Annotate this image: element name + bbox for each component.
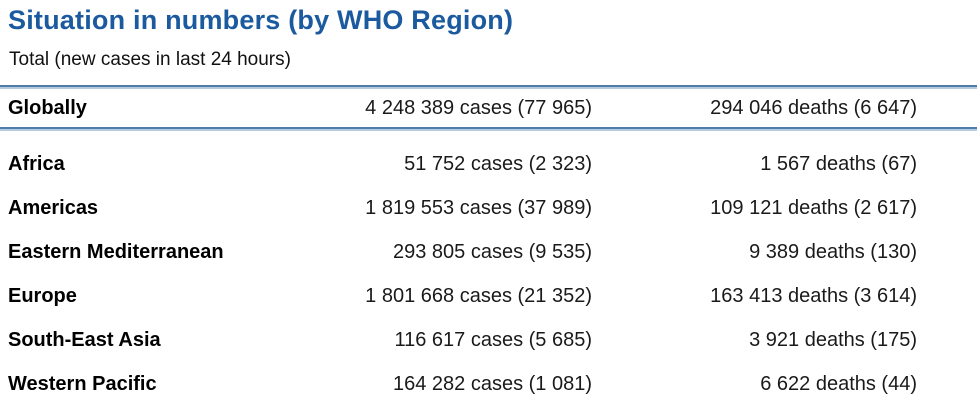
region-label: Eastern Mediterranean xyxy=(8,240,224,263)
region-label: Americas xyxy=(8,196,99,219)
table-row: Americas 1 819 553 cases (37 989) 109 12… xyxy=(0,186,977,230)
deaths-value: 9 389 deaths (130) xyxy=(749,240,917,263)
region-label: Europe xyxy=(8,284,77,307)
cases-value: 164 282 cases (1 081) xyxy=(392,372,592,395)
cases-value: 1 819 553 cases (37 989) xyxy=(365,196,592,219)
deaths-value: 163 413 deaths (3 614) xyxy=(710,284,917,307)
cases-value: 1 801 668 cases (21 352) xyxy=(365,284,592,307)
table-row: Europe 1 801 668 cases (21 352) 163 413 … xyxy=(0,274,977,318)
deaths-value: 109 121 deaths (2 617) xyxy=(710,196,917,219)
separator-above-global xyxy=(0,85,977,89)
region-label: Globally xyxy=(8,96,87,119)
table-row: Africa 51 752 cases (2 323) 1 567 deaths… xyxy=(0,142,977,186)
table-row-global: Globally 4 248 389 cases (77 965) 294 04… xyxy=(0,89,977,127)
table-row: Eastern Mediterranean 293 805 cases (9 5… xyxy=(0,230,977,274)
cases-value: 116 617 cases (5 685) xyxy=(394,328,592,351)
deaths-value: 294 046 deaths (6 647) xyxy=(710,96,917,119)
cases-value: 293 805 cases (9 535) xyxy=(392,240,592,263)
region-rows: Africa 51 752 cases (2 323) 1 567 deaths… xyxy=(0,131,977,403)
region-label: Africa xyxy=(8,152,65,175)
deaths-value: 3 921 deaths (175) xyxy=(749,328,917,351)
page-title: Situation in numbers (by WHO Region) xyxy=(8,5,514,35)
table-row: South-East Asia 116 617 cases (5 685) 3 … xyxy=(0,318,977,362)
table-row: Western Pacific 164 282 cases (1 081) 6 … xyxy=(0,362,977,403)
cases-value: 51 752 cases (2 323) xyxy=(404,152,592,175)
page-subtitle: Total (new cases in last 24 hours) xyxy=(9,49,291,70)
deaths-value: 1 567 deaths (67) xyxy=(760,152,917,175)
separator-below-global xyxy=(0,127,977,131)
cases-value: 4 248 389 cases (77 965) xyxy=(365,96,592,119)
deaths-value: 6 622 deaths (44) xyxy=(760,372,917,395)
region-label: Western Pacific xyxy=(8,372,157,395)
region-label: South-East Asia xyxy=(8,328,161,351)
